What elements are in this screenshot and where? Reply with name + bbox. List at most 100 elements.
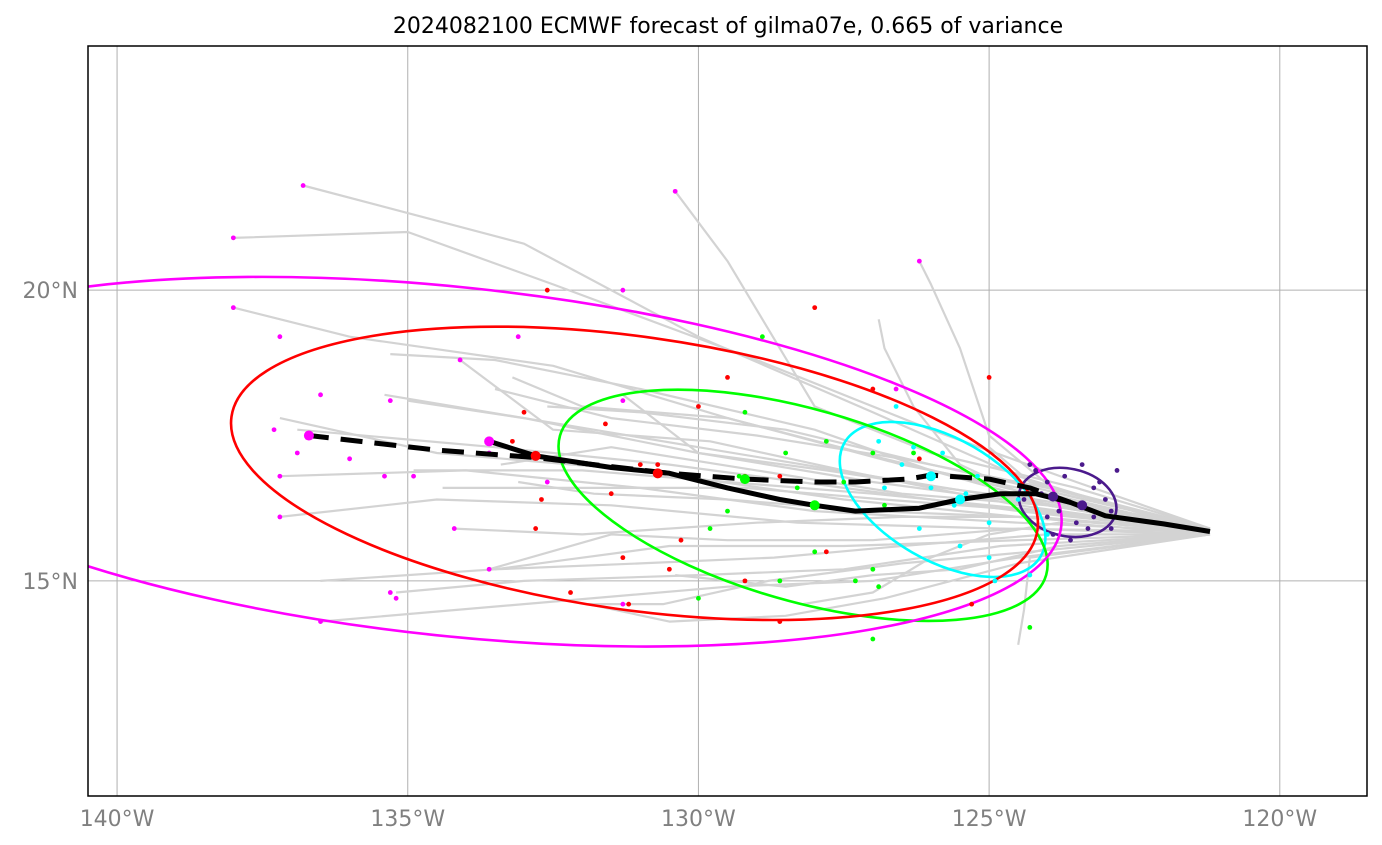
ensemble-point	[1114, 468, 1120, 473]
ensemble-track-33	[494, 533, 1210, 571]
ensemble-point	[940, 450, 946, 456]
ensemble-track-19	[454, 515, 1211, 536]
plot-frame	[87, 45, 1368, 797]
ensemble-point	[1102, 497, 1108, 502]
ensemble-point	[608, 491, 614, 497]
mean-track-point	[303, 430, 314, 441]
ensemble-point	[277, 514, 283, 520]
ensemble-point	[963, 491, 969, 497]
chart-title: 2024082100 ECMWF forecast of gilma07e, 0…	[393, 14, 1063, 39]
y-tick-label: 15°N	[23, 570, 78, 595]
ensemble-point	[916, 456, 922, 462]
ensemble-track-14	[396, 533, 1211, 594]
ensemble-point	[1108, 508, 1114, 514]
ensemble-point	[521, 409, 527, 415]
ensemble-point	[230, 235, 236, 241]
ensemble-track-6	[918, 260, 1211, 530]
ensemble-point	[533, 526, 539, 531]
ensemble-point	[696, 404, 701, 409]
ensemble-point	[1085, 526, 1091, 531]
x-tick-label: 135°W	[370, 807, 445, 832]
ensemble-point	[300, 183, 306, 188]
axis-tick-labels: 140°W 135°W 130°W 125°W 120°W 15°N 20°N	[23, 279, 1318, 832]
ensemble-point	[1097, 479, 1102, 485]
mean-track-point	[1048, 491, 1059, 502]
ensemble-point	[1015, 497, 1021, 502]
ensemble-track-28	[675, 533, 1211, 588]
uncertainty-ellipse-2	[557, 388, 1049, 623]
ensemble-point	[777, 619, 783, 624]
ensemble-track-26	[488, 527, 1211, 571]
ensemble-point	[486, 566, 492, 572]
ensemble-track-16	[587, 533, 1211, 623]
ensemble-point	[1044, 531, 1050, 537]
ensemble-point	[620, 601, 626, 607]
ensemble-point	[672, 188, 678, 194]
ensemble-point	[1073, 520, 1079, 526]
x-tick-label: 130°W	[661, 807, 736, 832]
ensemble-point	[957, 543, 963, 549]
ensemble-point	[911, 450, 916, 456]
ensemble-track-32	[442, 486, 1211, 533]
ensemble-point	[347, 456, 353, 462]
ensemble-point	[626, 601, 632, 607]
mean-track-point	[652, 468, 663, 479]
ensemble-point	[893, 404, 899, 409]
mean-track-dashed	[308, 433, 1072, 505]
ensemble-point	[277, 473, 283, 479]
ensemble-point	[911, 444, 916, 450]
ensemble-point	[620, 287, 626, 293]
ensemble-point	[725, 508, 730, 514]
ensemble-track-17	[1017, 533, 1211, 645]
ensemble-point	[812, 305, 818, 311]
ensemble-point	[928, 485, 934, 491]
ensemble-point	[975, 473, 980, 479]
ensemble-point	[823, 549, 829, 555]
ensemble-point	[1091, 514, 1097, 520]
ensemble-tracks	[233, 184, 1211, 645]
ensemble-track-24	[413, 469, 1211, 533]
ensemble-point	[393, 595, 399, 601]
ensemble-point	[1044, 514, 1050, 520]
ensemble-point	[969, 601, 975, 607]
ensemble-point	[986, 374, 992, 380]
ensemble-point	[655, 462, 661, 468]
grid-lines	[88, 46, 1367, 796]
ensemble-track-30	[547, 405, 1211, 530]
ensemble-point	[509, 438, 515, 444]
ensemble-point	[841, 479, 847, 485]
ensemble-point	[986, 555, 992, 561]
ensemble-point	[870, 636, 876, 642]
ensemble-point	[515, 334, 521, 340]
ensemble-point	[294, 450, 300, 456]
ensemble-point	[882, 485, 887, 491]
uncertainty-ellipse-4	[88, 275, 1063, 648]
ensemble-point	[823, 438, 829, 444]
y-tick-label: 20°N	[23, 279, 78, 304]
ensemble-point	[812, 549, 818, 555]
ensemble-point	[1021, 497, 1027, 502]
ensemble-point	[916, 526, 922, 531]
ensemble-point	[794, 485, 800, 491]
ensemble-point	[411, 473, 416, 479]
mean-track-point	[739, 474, 750, 485]
ensemble-point	[637, 462, 643, 468]
ensemble-point	[451, 526, 457, 531]
ensemble-track-27	[588, 533, 1211, 606]
uncertainty-ellipses	[88, 275, 1118, 648]
ensemble-point	[1056, 508, 1062, 514]
ensemble-point	[707, 526, 713, 531]
ensemble-point	[1091, 485, 1097, 491]
ensemble-point	[457, 357, 463, 363]
ensemble-track-3	[674, 190, 1211, 530]
ensemble-point	[742, 578, 748, 584]
ensemble-point	[893, 386, 899, 392]
ensemble-point	[666, 566, 672, 572]
mean-track-point	[484, 436, 495, 447]
ensemble-track-20	[384, 393, 1211, 530]
mean-track-point	[1077, 500, 1088, 511]
ensemble-point	[951, 502, 957, 508]
uncertainty-ellipse-3	[229, 325, 1040, 622]
ensemble-point	[544, 479, 550, 485]
ensemble-point	[1079, 462, 1085, 468]
